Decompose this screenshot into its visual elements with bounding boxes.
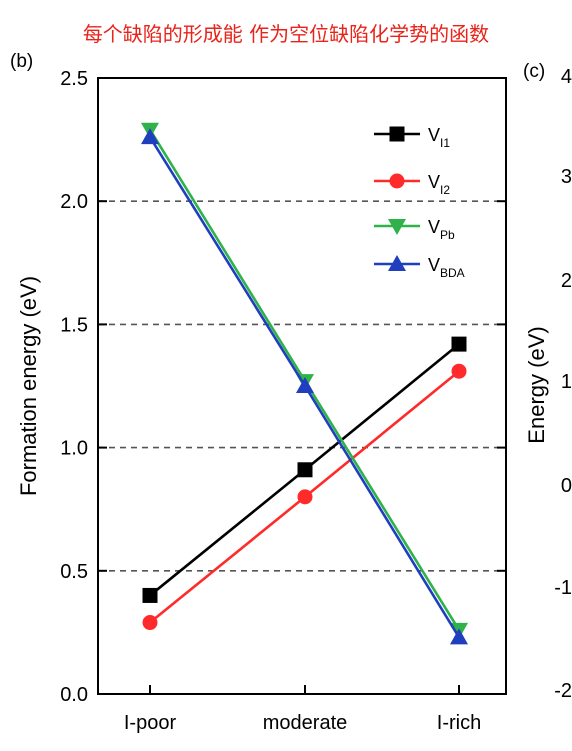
series-v-i2 — [142, 363, 467, 631]
data-point-v-i2-1 — [297, 489, 313, 505]
y-tick-label-1: 0.5 — [60, 561, 88, 583]
x-tick-label-2: I-rich — [437, 712, 481, 734]
legend-marker-3 — [388, 255, 406, 271]
x-tick-label-0: I-poor — [124, 712, 177, 734]
legend-marker-2 — [388, 219, 406, 235]
data-point-v-i2-0 — [142, 615, 158, 631]
data-point-v-i1-2 — [451, 336, 467, 352]
data-point-v-i2-2 — [451, 363, 467, 379]
panel-c-tick-labels: 4 3 2 1 0 -1 -2 — [554, 66, 572, 702]
y-axis-label: Formation energy (eV) — [16, 276, 41, 496]
panel-b-label: (b) — [10, 51, 33, 72]
legend: VI1 VI2 VPb VBDA — [374, 125, 465, 280]
data-point-v-bda-2 — [450, 628, 468, 645]
x-tick-label-1: moderate — [263, 712, 348, 734]
data-point-v-bda-0 — [141, 128, 159, 145]
legend-marker-0 — [389, 126, 405, 142]
legend-label-0: VI1 — [428, 125, 450, 150]
panel-c-tick-label-2: 2 — [561, 270, 572, 292]
page-title: 每个缺陷的形成能 作为空位缺陷化学势的函数 — [82, 22, 490, 46]
series-v-bda — [141, 128, 468, 645]
plot-frame — [97, 77, 507, 695]
legend-item-v-i2: VI2 — [374, 172, 450, 197]
legend-marker-1 — [389, 173, 405, 189]
grid-lines — [98, 200, 506, 572]
series-group — [141, 122, 468, 645]
y-tick-label-2: 1.0 — [60, 438, 88, 460]
data-point-v-i1-0 — [142, 587, 158, 603]
data-point-v-bda-1 — [296, 377, 314, 393]
panel-c-y-axis-label: Energy (eV) — [524, 326, 549, 443]
legend-item-v-i1: VI1 — [374, 125, 450, 150]
y-tick-label-4: 2.0 — [60, 191, 88, 213]
panel-c-label: (c) — [523, 61, 545, 82]
data-point-v-i1-1 — [297, 462, 313, 478]
legend-item-v-pb: VPb — [374, 217, 455, 242]
legend-label-2: VPb — [428, 217, 455, 242]
y-tick-label-5: 2.5 — [60, 68, 88, 90]
legend-label-1: VI2 — [428, 172, 450, 197]
series-v-i1 — [142, 336, 467, 603]
panel-c-tick-label-4: 0 — [561, 475, 572, 497]
legend-label-3: VBDA — [428, 255, 465, 280]
panel-c-tick-label-0: 4 — [561, 66, 572, 88]
y-tick-label-0: 0.0 — [60, 684, 88, 706]
y-axis-ticks: 0.0 0.5 1.0 1.5 2.0 2.5 — [60, 68, 506, 706]
y-tick-label-3: 1.5 — [60, 314, 88, 336]
panel-c-tick-label-6: -2 — [554, 680, 572, 702]
panel-c-tick-label-3: 1 — [561, 371, 572, 393]
legend-item-v-bda: VBDA — [374, 255, 465, 280]
x-axis-ticks: I-poor moderate I-rich — [124, 685, 481, 734]
panel-c-tick-label-1: 3 — [561, 166, 572, 188]
panel-c-tick-label-5: -1 — [554, 577, 572, 599]
